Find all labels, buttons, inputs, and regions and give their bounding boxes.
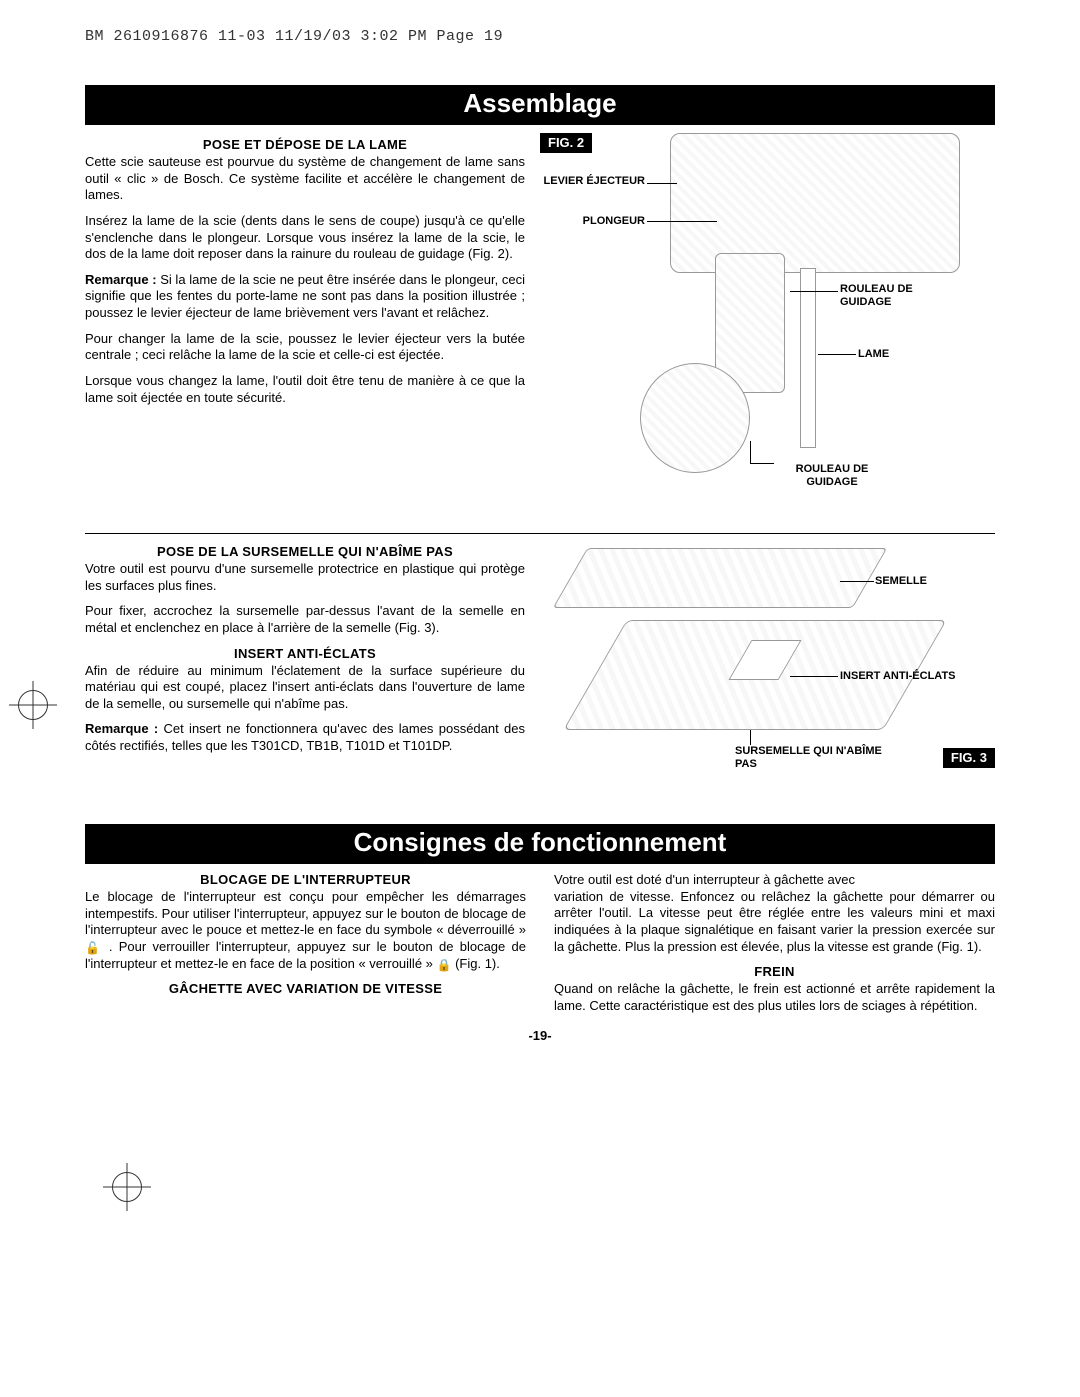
col-left-1: POSE ET DÉPOSE DE LA LAME Cette scie sau… — [85, 133, 540, 523]
para: Cette scie sauteuse est pourvue du systè… — [85, 154, 525, 204]
roller-drawing — [640, 363, 750, 473]
unlock-icon: 🔓 — [85, 941, 103, 955]
para: Pour changer la lame de la scie, poussez… — [85, 331, 525, 364]
label-sursemelle: SURSEMELLE QUI N'ABÎME PAS — [735, 745, 895, 770]
consignes-columns: BLOCAGE DE L'INTERRUPTEUR Le blocage de … — [85, 872, 995, 1014]
para: Afin de réduire au minimum l'éclatement … — [85, 663, 525, 713]
fig-2-badge: FIG. 2 — [540, 133, 592, 153]
figure-3: SEMELLE INSERT ANTI-ÉCLATS SURSEMELLE QU… — [540, 540, 995, 808]
heading-blocage: BLOCAGE DE L'INTERRUPTEUR — [85, 872, 526, 887]
jigsaw-body-drawing — [670, 133, 960, 273]
heading-sursemelle: POSE DE LA SURSEMELLE QUI N'ABÎME PAS — [85, 544, 525, 559]
para: Pour fixer, accrochez la sursemelle par-… — [85, 603, 525, 636]
fig-3-badge: FIG. 3 — [943, 748, 995, 768]
registration-mark — [18, 690, 48, 720]
col-left-2: POSE DE LA SURSEMELLE QUI N'ABÎME PAS Vo… — [85, 540, 540, 808]
heading-frein: FREIN — [554, 964, 995, 979]
page-number: -19- — [70, 1028, 1010, 1043]
label-semelle: SEMELLE — [875, 575, 985, 588]
para: Votre outil est pourvu d'une sursemelle … — [85, 561, 525, 594]
label-rouleau-1: ROULEAU DE GUIDAGE — [840, 283, 960, 308]
label-rouleau-2: ROULEAU DE GUIDAGE — [772, 463, 892, 488]
para: variation de vitesse. Enfoncez ou relâch… — [554, 889, 995, 956]
lock-icon: 🔒 — [437, 958, 452, 972]
label-insert-anti: INSERT ANTI-ÉCLATS — [840, 670, 990, 683]
manual-page: BM 2610916876 11-03 11/19/03 3:02 PM Pag… — [0, 0, 1080, 1397]
document-header: BM 2610916876 11-03 11/19/03 3:02 PM Pag… — [70, 28, 1010, 45]
para: Quand on relâche la gâchette, le frein e… — [554, 981, 995, 1014]
assemblage-row-1: POSE ET DÉPOSE DE LA LAME Cette scie sau… — [85, 133, 995, 523]
para: Le blocage de l'interrupteur est conçu p… — [85, 889, 526, 972]
para: Lorsque vous changez la lame, l'outil do… — [85, 373, 525, 406]
section-band-consignes: Consignes de fonctionnement — [85, 824, 995, 864]
figure-2: FIG. 2 LEVIER ÉJECTEUR PLONGEUR ROULEAU … — [540, 133, 995, 523]
para: Insérez la lame de la scie (dents dans l… — [85, 213, 525, 263]
blade-drawing — [800, 268, 816, 448]
divider — [85, 533, 995, 534]
para: Remarque : Si la lame de la scie ne peut… — [85, 272, 525, 322]
registration-mark — [112, 1172, 142, 1202]
assemblage-row-2: POSE DE LA SURSEMELLE QUI N'ABÎME PAS Vo… — [85, 540, 995, 808]
heading-insert-anti: INSERT ANTI-ÉCLATS — [85, 646, 525, 661]
label-levier-ejecteur: LEVIER ÉJECTEUR — [540, 175, 645, 188]
label-lame: LAME — [858, 348, 958, 361]
section-band-assemblage: Assemblage — [85, 85, 995, 125]
heading-pose-depose: POSE ET DÉPOSE DE LA LAME — [85, 137, 525, 152]
heading-gachette: GÂCHETTE AVEC VARIATION DE VITESSE — [85, 981, 526, 996]
semelle-drawing — [553, 548, 888, 608]
para: Remarque : Cet insert ne fonctionnera qu… — [85, 721, 525, 754]
label-plongeur: PLONGEUR — [540, 215, 645, 228]
para: Votre outil est doté d'un interrupteur à… — [554, 872, 995, 889]
